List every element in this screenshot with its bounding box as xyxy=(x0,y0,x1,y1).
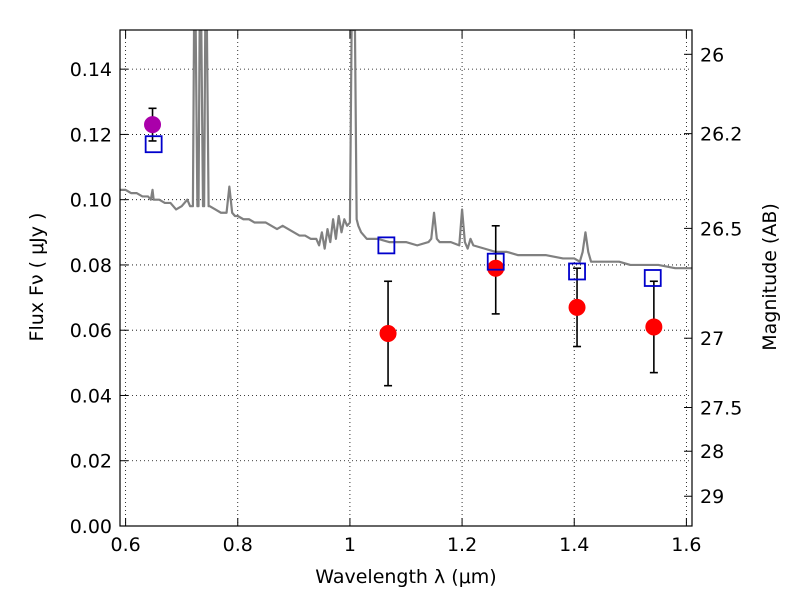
y2-axis-label: Magnitude (AB) xyxy=(759,203,781,351)
x-axis-label: Wavelength λ (μm) xyxy=(315,566,496,588)
y2-tick-label: 29 xyxy=(700,486,724,508)
data-point-circle xyxy=(144,116,162,134)
model-spectrum-layer xyxy=(120,30,692,270)
data-point-circle xyxy=(568,298,586,316)
y-tick-label: 0.08 xyxy=(70,255,112,277)
x-tick-label: 1.6 xyxy=(671,534,701,556)
y-tick-label: 0.02 xyxy=(70,451,112,473)
model-point-square xyxy=(377,236,396,255)
model-point-square xyxy=(144,135,163,154)
y-tick-label: 0.00 xyxy=(70,516,112,538)
photometry-points-layer xyxy=(144,107,663,387)
y2-tick-label: 27.5 xyxy=(700,398,742,420)
y2-tick-label: 26.5 xyxy=(700,218,742,240)
y-axis-label: Flux Fν ( μJy ) xyxy=(26,213,48,342)
y2-tick-label: 26.2 xyxy=(700,124,742,146)
tick-labels: 0.6 0.8 1 1.2 1.4 1.6 0.00 0.02 0.04 0.06 0.08 0.10… xyxy=(70,30,742,556)
model-point-square xyxy=(486,252,505,271)
x-tick-label: 0.8 xyxy=(223,534,253,556)
y2-tick-label: 27 xyxy=(700,328,724,350)
y-tick-label: 0.10 xyxy=(70,190,112,212)
y-tick-label: 0.14 xyxy=(70,59,112,81)
x-tick-label: 1.4 xyxy=(559,534,589,556)
y2-tick-label: 26 xyxy=(700,44,724,66)
model-point-square xyxy=(643,269,662,287)
y2-tick-label: 28 xyxy=(700,441,724,463)
x-tick-label: 0.6 xyxy=(110,534,140,556)
x-tick-label: 1 xyxy=(344,534,356,556)
data-point-circle xyxy=(379,324,397,342)
y-tick-label: 0.06 xyxy=(70,320,112,342)
data-point-circle xyxy=(487,259,505,277)
data-point-circle xyxy=(645,318,663,336)
plot-frame xyxy=(119,29,693,527)
x-tick-label: 1.2 xyxy=(447,534,477,556)
y-tick-label: 0.04 xyxy=(70,385,112,407)
y-tick-label: 0.12 xyxy=(70,124,112,146)
model-point-square xyxy=(568,262,586,281)
model-spectrum-line xyxy=(120,30,692,270)
axes xyxy=(119,29,693,527)
